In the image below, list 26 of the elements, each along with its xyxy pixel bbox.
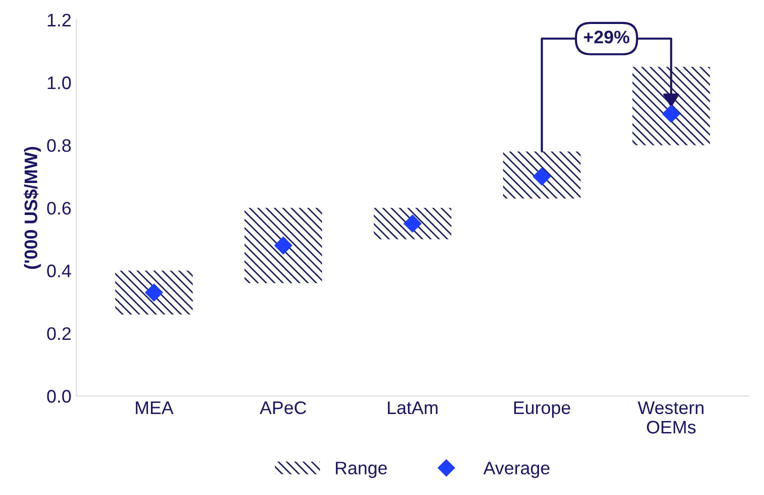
x-tick-label: Europe <box>514 402 570 418</box>
point <box>404 214 422 232</box>
annotation: +29% <box>584 30 630 44</box>
x-tick-label: Western OEMs <box>638 402 704 434</box>
bar <box>115 270 193 314</box>
y-axis-title: ('000 US$/MW) <box>24 146 41 269</box>
bar <box>632 66 710 146</box>
legend-label: Range <box>336 462 387 478</box>
point <box>532 168 551 186</box>
x-tick-label: APeC <box>260 401 306 414</box>
y-tick-label: 0.4 <box>47 264 72 278</box>
point <box>662 104 680 123</box>
x-tick-label: MEA <box>136 402 174 414</box>
point <box>274 236 292 254</box>
bar <box>503 151 581 198</box>
y-tick-label: 0.0 <box>47 390 71 403</box>
legend-label: Average <box>483 462 550 478</box>
bar <box>374 208 452 240</box>
y-tick-label: 0.6 <box>47 202 71 215</box>
bar <box>244 208 322 284</box>
y-tick-label: 0.8 <box>47 139 71 152</box>
x-tick-label: LatAm <box>388 402 438 414</box>
y-tick-label: 1.2 <box>48 14 71 26</box>
point <box>145 284 163 302</box>
y-tick-label: 1.0 <box>48 76 71 90</box>
y-tick-label: 0.2 <box>47 327 71 340</box>
